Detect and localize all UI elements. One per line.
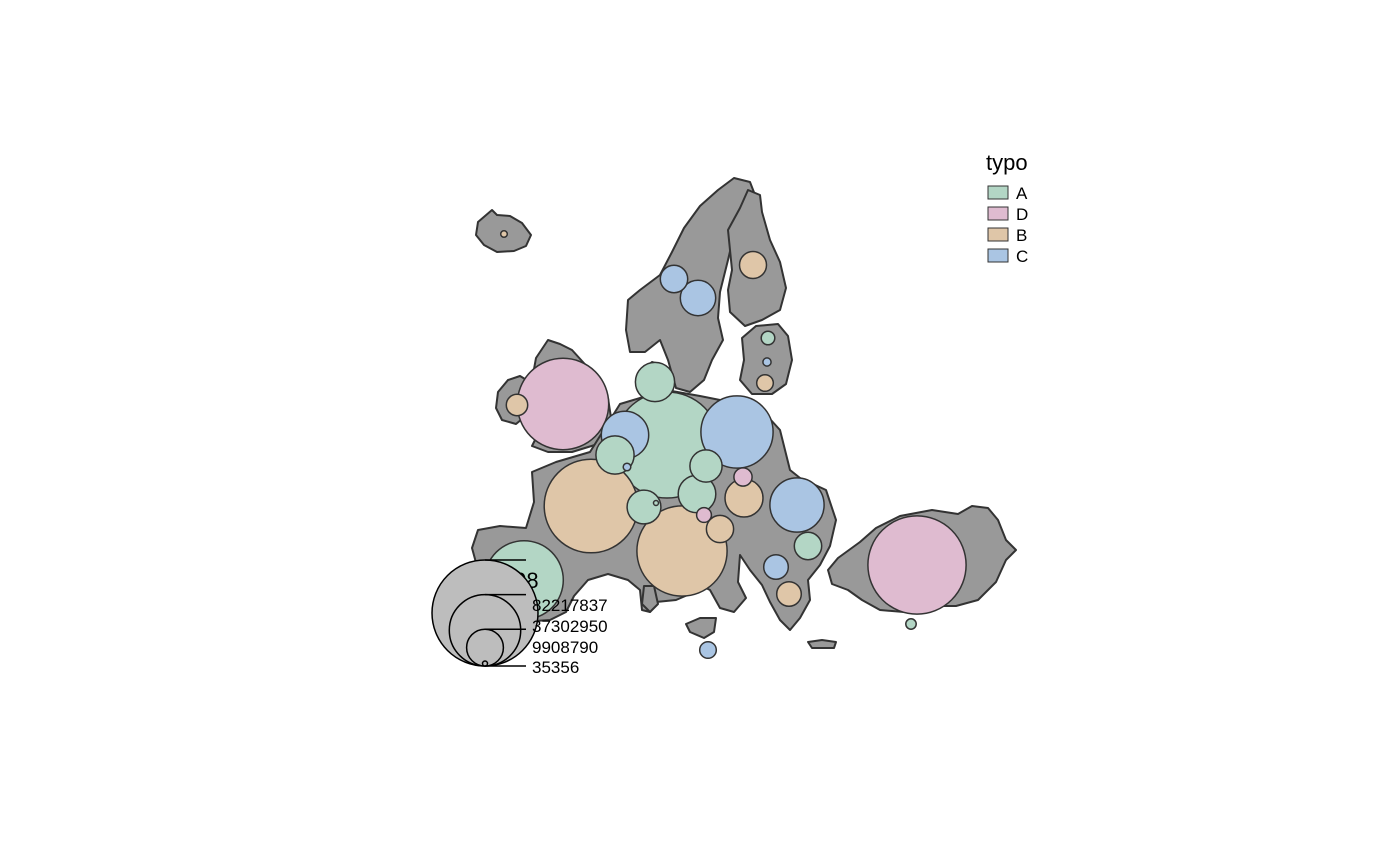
land-crete <box>807 639 837 649</box>
symbol-28-C <box>762 357 772 367</box>
symbol-31-A <box>905 618 917 630</box>
symbol-29-C <box>622 462 632 472</box>
legend-typo-swatch-C <box>987 248 1009 263</box>
land-sardinia <box>641 585 659 613</box>
symbol-22-B <box>705 514 735 544</box>
symbol-21-D <box>733 467 753 487</box>
symbol-7-C <box>769 477 825 533</box>
symbol-27-D <box>695 506 713 524</box>
symbol-30-B <box>499 229 509 239</box>
symbol-32-C <box>698 640 718 660</box>
legend-typo-label-B: B <box>1016 226 1027 245</box>
symbol-18-A <box>793 531 823 561</box>
legend-typo-label-A: A <box>1016 184 1028 203</box>
legend-size-label-0: 82217837 <box>532 596 608 615</box>
symbol-6-D <box>867 515 967 615</box>
legend-typo-swatch-A <box>987 185 1009 200</box>
symbol-25-A <box>760 330 776 346</box>
legend-typo-swatch-D <box>987 206 1009 221</box>
symbol-23-B <box>505 393 529 417</box>
proportional-symbols <box>468 229 967 660</box>
legend-size-label-1: 37302950 <box>532 617 608 636</box>
symbol-16-C <box>659 264 689 294</box>
symbol-0-D <box>516 357 610 451</box>
legend-typo-swatch-B <box>987 227 1009 242</box>
legend-typo-label-C: C <box>1016 247 1028 266</box>
legend-typo-title: typo <box>986 150 1028 175</box>
legend-size-label-2: 9908790 <box>532 638 598 657</box>
symbol-14-A <box>689 449 723 483</box>
symbol-15-C <box>679 279 717 317</box>
legend-typo-label-D: D <box>1016 205 1028 224</box>
symbol-5-C <box>700 395 774 469</box>
symbol-33-A <box>652 499 660 507</box>
symbol-20-B <box>775 580 803 608</box>
symbol-13-A <box>626 489 662 525</box>
legend-size-label-3: 35356 <box>532 658 579 677</box>
symbol-1-B <box>543 458 639 554</box>
symbol-19-C <box>762 553 790 581</box>
symbol-26-B <box>755 373 775 393</box>
land-sicily <box>685 617 717 639</box>
symbol-17-B <box>738 250 768 280</box>
symbol-8-A <box>634 361 676 403</box>
